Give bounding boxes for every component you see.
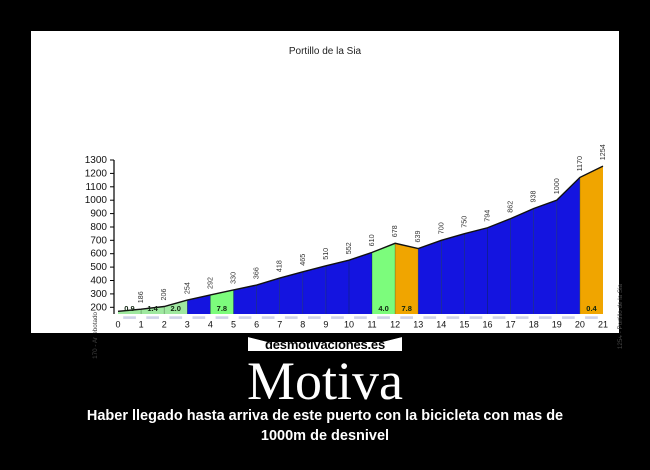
svg-text:600: 600: [90, 249, 107, 260]
svg-text:862: 862: [506, 201, 515, 213]
svg-text:938: 938: [529, 191, 538, 203]
svg-text:1000: 1000: [85, 195, 108, 206]
svg-text:19: 19: [552, 320, 562, 330]
svg-text:900: 900: [90, 209, 107, 220]
svg-text:14: 14: [436, 320, 446, 330]
svg-text:330: 330: [229, 272, 238, 284]
svg-text:9: 9: [323, 320, 328, 330]
svg-text:0.9: 0.9: [124, 304, 134, 313]
svg-text:2: 2: [162, 320, 167, 330]
svg-text:206: 206: [159, 289, 168, 301]
svg-text:186: 186: [136, 291, 145, 303]
svg-text:4.0: 4.0: [378, 304, 388, 313]
svg-text:11: 11: [367, 320, 376, 330]
svg-text:10: 10: [344, 320, 354, 330]
svg-text:1.4: 1.4: [147, 304, 158, 313]
svg-text:1300: 1300: [85, 155, 108, 166]
svg-text:639: 639: [413, 231, 422, 243]
svg-text:500: 500: [90, 262, 107, 273]
svg-text:1: 1: [139, 320, 144, 330]
svg-text:0: 0: [115, 320, 120, 330]
svg-text:292: 292: [205, 277, 214, 289]
svg-text:1170: 1170: [575, 156, 584, 171]
svg-text:610: 610: [367, 234, 376, 246]
svg-text:15: 15: [459, 320, 469, 330]
svg-text:7: 7: [277, 320, 282, 330]
svg-text:300: 300: [90, 289, 107, 300]
svg-text:1000: 1000: [552, 178, 561, 194]
svg-text:6: 6: [254, 320, 259, 330]
svg-text:5: 5: [231, 320, 236, 330]
svg-text:800: 800: [90, 222, 107, 233]
svg-text:366: 366: [252, 267, 261, 279]
svg-text:17: 17: [506, 320, 516, 330]
svg-text:16: 16: [482, 320, 492, 330]
svg-text:678: 678: [390, 225, 399, 237]
svg-text:794: 794: [483, 210, 492, 222]
svg-text:7.8: 7.8: [401, 304, 411, 313]
svg-text:21: 21: [598, 320, 608, 330]
svg-text:1254: 1254: [598, 144, 607, 160]
svg-text:465: 465: [298, 254, 307, 266]
svg-text:700: 700: [90, 235, 107, 246]
svg-text:12: 12: [390, 320, 400, 330]
svg-text:7.8: 7.8: [217, 304, 227, 313]
svg-text:552: 552: [344, 242, 353, 254]
svg-text:700: 700: [436, 222, 445, 234]
svg-text:750: 750: [459, 216, 468, 228]
svg-text:0.4: 0.4: [586, 304, 597, 313]
svg-text:418: 418: [275, 260, 284, 272]
svg-text:18: 18: [529, 320, 539, 330]
svg-text:13: 13: [413, 320, 423, 330]
svg-text:3: 3: [185, 320, 190, 330]
svg-text:1200: 1200: [85, 168, 108, 179]
svg-text:254: 254: [182, 282, 191, 294]
svg-text:510: 510: [321, 248, 330, 260]
svg-text:4: 4: [208, 320, 213, 330]
svg-text:1100: 1100: [85, 182, 107, 193]
svg-text:8: 8: [300, 320, 305, 330]
svg-text:2.0: 2.0: [170, 304, 180, 313]
svg-text:400: 400: [90, 276, 107, 287]
svg-text:20: 20: [575, 320, 585, 330]
